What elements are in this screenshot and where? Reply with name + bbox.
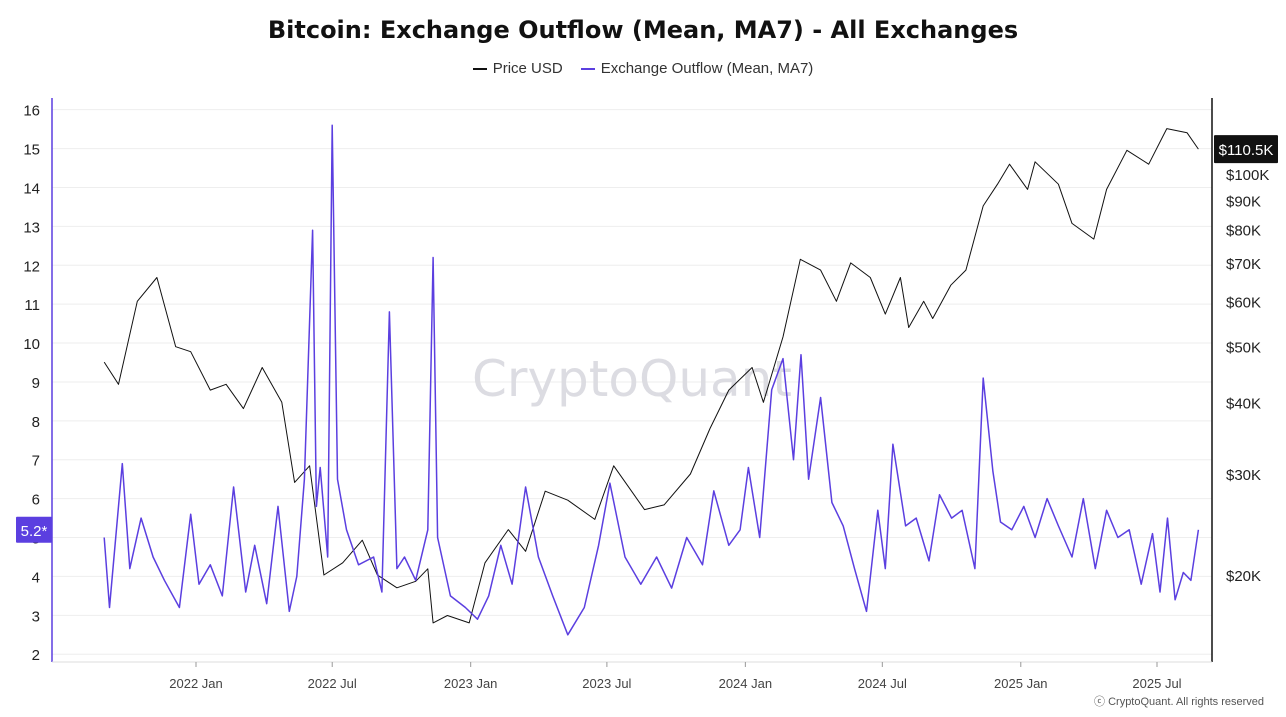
right-tick-label: $40K bbox=[1226, 395, 1261, 412]
left-tick-label: 4 bbox=[32, 569, 40, 586]
right-tick-label: $30K bbox=[1226, 467, 1261, 484]
left-tick-label: 12 bbox=[23, 258, 40, 275]
legend-swatch-outflow bbox=[580, 67, 595, 70]
legend-label-price: Price USD bbox=[492, 60, 563, 77]
legend-item-outflow[interactable]: Exchange Outflow (Mean, MA7) bbox=[580, 60, 814, 77]
last-outflow-label: 5.2* bbox=[21, 523, 48, 540]
last-price-label: $110.5K bbox=[1219, 142, 1274, 159]
chart-legend: Price USD Exchange Outflow (Mean, MA7) bbox=[0, 60, 1286, 77]
watermark-text: CryptoQuant bbox=[472, 350, 792, 408]
right-tick-label: $90K bbox=[1226, 193, 1261, 210]
price-usd-line[interactable] bbox=[103, 128, 1199, 624]
x-tick-label: 2024 Jul bbox=[858, 676, 907, 691]
left-tick-label: 9 bbox=[32, 375, 40, 392]
left-tick-label: 15 bbox=[23, 142, 40, 159]
copyright-footer: ⓒ CryptoQuant. All rights reserved bbox=[1094, 696, 1264, 708]
left-tick-label: 14 bbox=[23, 180, 40, 197]
left-tick-label: 10 bbox=[23, 336, 40, 353]
right-tick-label: $100K bbox=[1226, 167, 1269, 184]
legend-label-outflow: Exchange Outflow (Mean, MA7) bbox=[600, 60, 814, 77]
right-tick-label: $60K bbox=[1226, 294, 1261, 311]
legend-item-price[interactable]: Price USD bbox=[472, 60, 563, 77]
left-tick-label: 2 bbox=[32, 647, 40, 664]
left-tick-label: 11 bbox=[24, 297, 40, 314]
exchange-outflow-line[interactable] bbox=[103, 124, 1200, 636]
x-tick-label: 2023 Jul bbox=[582, 676, 631, 691]
left-tick-label: 3 bbox=[32, 608, 40, 625]
x-tick-label: 2025 Jan bbox=[994, 676, 1048, 691]
left-tick-label: 16 bbox=[23, 103, 40, 120]
x-tick-label: 2023 Jan bbox=[444, 676, 498, 691]
left-tick-label: 7 bbox=[32, 453, 40, 470]
left-tick-label: 6 bbox=[32, 492, 40, 509]
right-tick-label: $20K bbox=[1226, 568, 1261, 585]
right-tick-label: $80K bbox=[1226, 223, 1261, 240]
right-tick-label: $50K bbox=[1226, 340, 1261, 357]
x-tick-label: 2025 Jul bbox=[1132, 676, 1181, 691]
x-tick-label: 2024 Jan bbox=[719, 676, 773, 691]
last-price-badge bbox=[1214, 135, 1278, 164]
legend-swatch-price bbox=[472, 67, 487, 70]
left-tick-label: 13 bbox=[23, 219, 40, 236]
last-outflow-badge bbox=[16, 516, 52, 543]
left-tick-label: 8 bbox=[32, 414, 40, 431]
chart-title: Bitcoin: Exchange Outflow (Mean, MA7) - … bbox=[267, 16, 1019, 44]
right-tick-label: $70K bbox=[1226, 256, 1261, 273]
x-tick-label: 2022 Jan bbox=[169, 676, 223, 691]
x-tick-label: 2022 Jul bbox=[308, 676, 357, 691]
